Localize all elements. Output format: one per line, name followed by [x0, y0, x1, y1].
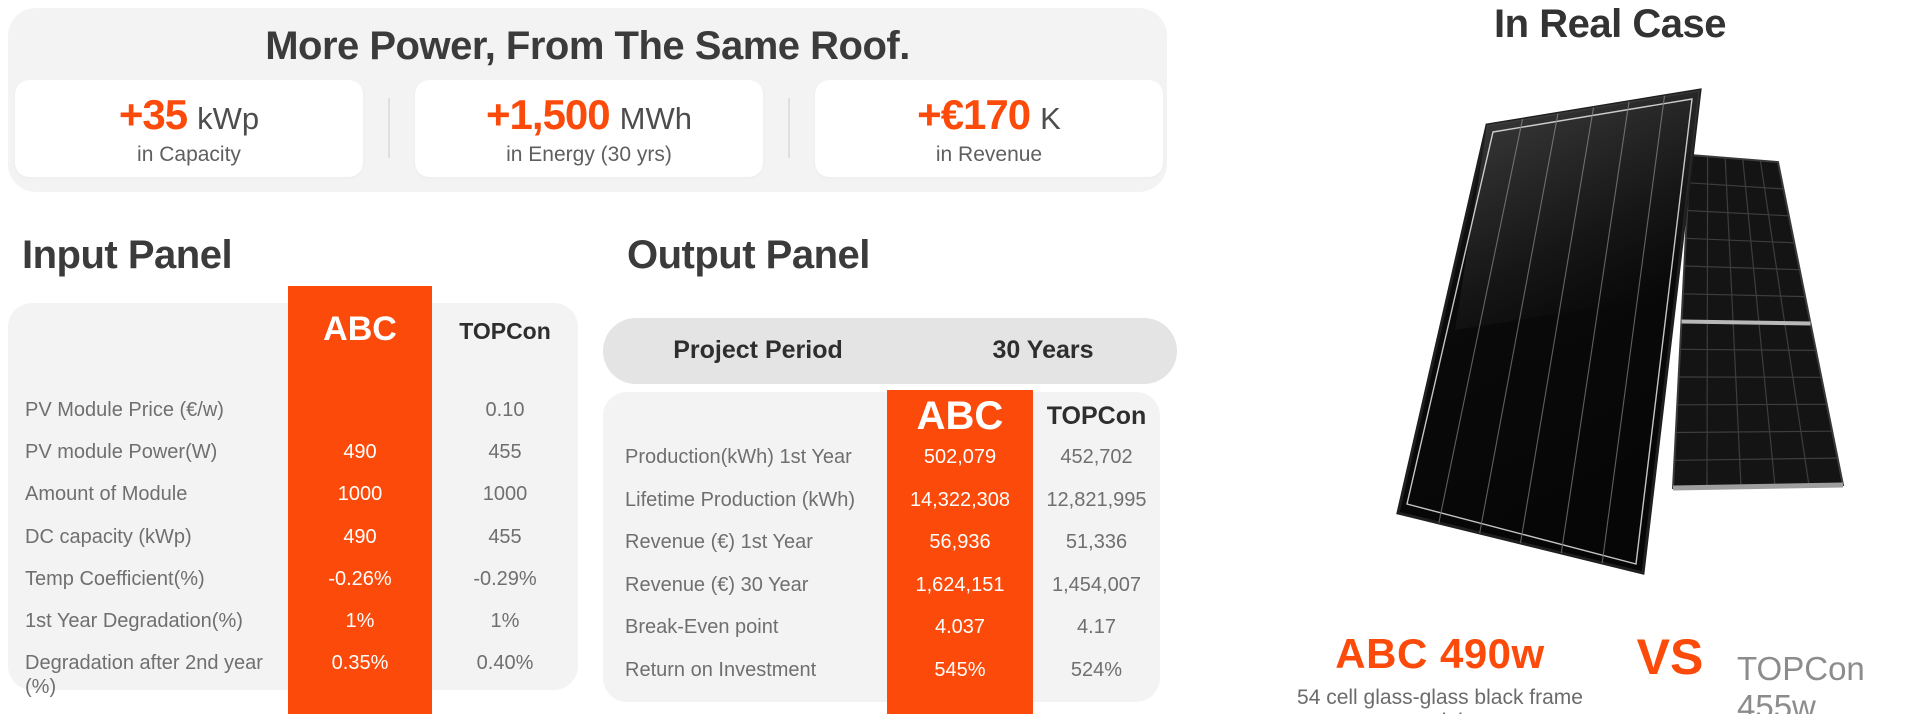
stat-caption-capacity: in Capacity [137, 142, 241, 166]
stat-divider [788, 98, 790, 158]
stat-value-revenue: +€170 [917, 90, 1031, 138]
real-case-topcon-label: TOPCon 455w [1737, 650, 1865, 714]
input-row-abc: 1000 [337, 483, 383, 505]
output-row-topcon: 51,336 [1065, 531, 1128, 553]
stat-box-capacity: +35 kWp in Capacity [15, 80, 363, 177]
input-row-topcon: 455 [488, 526, 522, 548]
output-row-abc: 4.037 [934, 616, 986, 638]
output-row-label: Return on Investment [625, 659, 817, 681]
input-row-label: PV Module Price (€/w) [25, 399, 224, 421]
input-row-topcon: 455 [488, 441, 522, 463]
topcon-panel-graphic [1671, 153, 1845, 491]
input-abc-column [288, 286, 432, 714]
real-case-vs-label: VS [1636, 629, 1704, 685]
stat-unit-revenue: K [1040, 100, 1061, 136]
output-row-topcon: 12,821,995 [1046, 489, 1147, 511]
stat-caption-energy: in Energy (30 yrs) [506, 142, 672, 166]
input-row-abc: 490 [343, 526, 377, 548]
stat-unit-capacity: kWp [197, 100, 260, 136]
solar-panels-illustration [1396, 88, 1845, 575]
input-row-label: Amount of Module [25, 483, 188, 505]
stat-box-energy: +1,500 MWh in Energy (30 yrs) [415, 80, 763, 177]
input-row-topcon: 0.10 [485, 399, 525, 421]
input-row-abc: 0.35% [331, 652, 389, 674]
output-abc-header: ABC [916, 394, 1004, 438]
output-table [603, 392, 1160, 702]
output-topcon-header: TOPCon [1046, 402, 1147, 430]
output-row-label: Lifetime Production (kWh) [625, 489, 856, 511]
output-row-abc: 545% [934, 659, 986, 681]
input-row-topcon: 0.40% [476, 652, 534, 674]
output-row-label: Revenue (€) 1st Year [625, 531, 813, 553]
abc-panel-graphic [1396, 88, 1702, 575]
output-panel-title: Output Panel [627, 233, 870, 277]
project-period-label: Project Period [673, 336, 843, 364]
real-case-abc-label: ABC 490w [1335, 630, 1545, 677]
output-row-label: Revenue (€) 30 Year [625, 574, 809, 596]
output-row-topcon: 452,702 [1060, 446, 1133, 468]
output-row-label: Production(kWh) 1st Year [625, 446, 852, 468]
output-row-topcon: 524% [1070, 659, 1123, 681]
output-row-label: Break-Even point [625, 616, 779, 638]
real-case-abc-subtitle: 54 cell glass-glass black frame module [1297, 686, 1583, 714]
project-period-value: 30 Years [992, 336, 1094, 364]
output-row-abc: 14,322,308 [909, 489, 1011, 511]
input-row-topcon: 1000 [482, 483, 528, 505]
input-row-label: PV module Power(W) [25, 441, 218, 463]
input-row-label: Degradation after 2nd year (%) [25, 652, 263, 698]
input-topcon-header: TOPCon [459, 318, 551, 344]
input-row-topcon: -0.29% [473, 568, 537, 590]
output-row-topcon: 4.17 [1077, 616, 1116, 638]
input-row-topcon: 1% [490, 610, 520, 632]
output-row-topcon: 1,454,007 [1052, 574, 1141, 596]
output-row-abc: 1,624,151 [915, 574, 1005, 596]
input-row-label: Temp Coefficient(%) [25, 568, 205, 590]
hero-title: More Power, From The Same Roof. [265, 24, 910, 68]
input-row-abc: 1% [345, 610, 375, 632]
stat-unit-energy: MWh [619, 100, 692, 136]
output-abc-column [887, 390, 1033, 714]
stat-caption-revenue: in Revenue [935, 142, 1043, 166]
output-row-abc: 502,079 [923, 446, 997, 468]
real-case-title: In Real Case [1494, 2, 1726, 46]
stat-box-revenue: +€170 K in Revenue [815, 80, 1163, 177]
output-row-abc: 56,936 [929, 531, 991, 553]
input-panel-title: Input Panel [22, 233, 233, 277]
input-row-abc: -0.26% [328, 568, 392, 590]
input-row-label: 1st Year Degradation(%) [25, 610, 243, 632]
stat-value-energy: +1,500 [486, 90, 611, 138]
input-abc-header: ABC [323, 310, 397, 348]
input-row-label: DC capacity (kWp) [25, 526, 192, 548]
stat-divider [388, 98, 390, 158]
stat-value-capacity: +35 [118, 90, 188, 138]
project-period-bar: Project Period 30 Years [603, 318, 1177, 384]
input-row-abc: 490 [343, 441, 377, 463]
